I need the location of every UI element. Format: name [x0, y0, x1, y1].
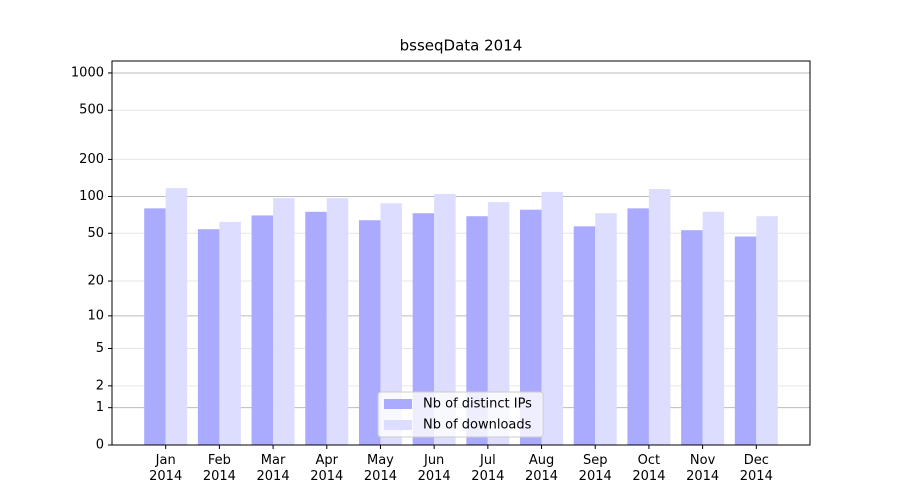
bar [197, 229, 220, 445]
bar [702, 211, 725, 445]
y-tick-label: 10 [87, 308, 104, 323]
plot-frame [111, 60, 811, 446]
legend-swatch [384, 399, 412, 409]
bar [541, 191, 564, 445]
bar [648, 189, 671, 445]
y-tick-label: 100 [79, 189, 104, 204]
y-tick-label: 5 [96, 341, 104, 356]
bar [487, 202, 510, 445]
y-tick-label: 20 [87, 274, 104, 289]
x-tick-label: Oct 2014 [632, 453, 666, 484]
bar [412, 213, 435, 445]
legend-box [377, 391, 544, 438]
bar [358, 220, 381, 445]
legend-label: Nb of distinct IPs [423, 397, 532, 412]
y-tick-label: 1 [96, 400, 104, 415]
bar [681, 230, 703, 445]
bar [756, 216, 778, 445]
x-tick-label: Sep 2014 [578, 453, 612, 484]
y-tick-label: 2 [96, 378, 104, 393]
x-tick-label: Jun 2014 [417, 453, 451, 484]
legend-swatch [384, 420, 412, 430]
x-tick-label: Apr 2014 [310, 453, 344, 484]
x-tick-label: Aug 2014 [524, 453, 559, 484]
bar [326, 198, 349, 445]
y-tick-label: 500 [79, 103, 104, 118]
bar [273, 198, 295, 445]
bar [627, 208, 649, 445]
y-tick-label: 50 [87, 226, 104, 241]
x-tick-label: Jul 2014 [471, 453, 505, 484]
bar [219, 221, 241, 445]
x-tick-label: Feb 2014 [202, 453, 236, 484]
bar [380, 203, 402, 445]
x-tick-label: May 2014 [363, 453, 397, 484]
y-tick-label: 0 [96, 438, 104, 453]
bar [305, 211, 327, 445]
legend: Nb of distinct IPs Nb of downloads [377, 391, 544, 438]
bar [466, 216, 488, 445]
bar [595, 213, 617, 445]
y-tick-label: 200 [79, 152, 104, 167]
y-tick-label: 1000 [71, 65, 104, 80]
bar [251, 215, 274, 445]
bar [434, 193, 456, 445]
x-tick-label: Jan 2014 [149, 453, 183, 484]
x-tick-label: Nov 2014 [686, 453, 720, 484]
bar [573, 226, 596, 445]
x-tick-label: Dec 2014 [739, 453, 773, 484]
bar [144, 208, 166, 445]
x-tick-label: Mar 2014 [256, 453, 290, 484]
chart-title: bsseqData 2014 [400, 37, 523, 55]
bar [734, 236, 757, 445]
legend-label: Nb of downloads [423, 418, 532, 433]
bar [520, 209, 542, 445]
bar [165, 188, 188, 445]
